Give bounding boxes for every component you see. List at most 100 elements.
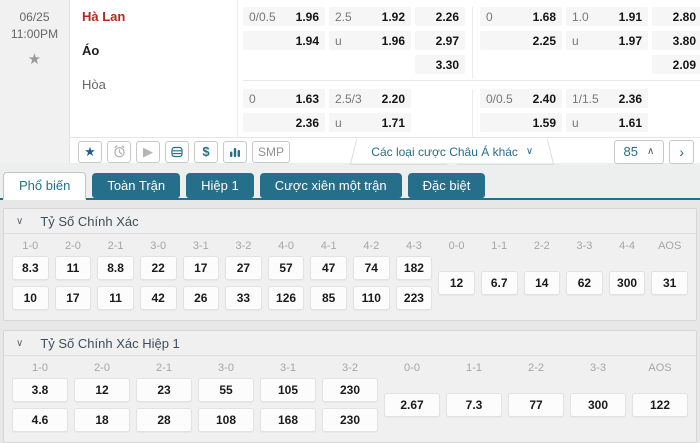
odds-cell-1x2[interactable]: 2.26 <box>415 7 465 26</box>
odds-cell-ou[interactable]: u 1.97 <box>566 31 648 50</box>
odds-box[interactable]: 300 <box>570 393 626 417</box>
odds-box[interactable]: 47 <box>310 256 347 280</box>
alarm-button[interactable] <box>107 140 131 163</box>
play-button[interactable]: ▶ <box>136 140 160 163</box>
score-column: 2-1 23 28 <box>133 358 195 435</box>
odds-box[interactable]: 62 <box>566 271 603 295</box>
odds-cell-ou[interactable]: 1.0 1.91 <box>566 7 648 26</box>
next-button[interactable]: › <box>669 139 694 164</box>
score-label: 4-3 <box>405 240 422 252</box>
odds-cell-1x2[interactable]: 2.97 <box>415 31 465 50</box>
odds-box[interactable]: 17 <box>182 256 220 280</box>
odds-box[interactable]: 77 <box>508 393 564 417</box>
odds-box[interactable]: 168 <box>260 408 316 432</box>
odds-box[interactable]: 18 <box>74 408 130 432</box>
odds-cell-ou[interactable]: 2.5 1.92 <box>329 7 411 26</box>
odds-box[interactable]: 42 <box>139 286 177 310</box>
favorite-star-icon[interactable]: ★ <box>27 50 42 68</box>
odds-box[interactable]: 12 <box>438 271 475 295</box>
odds-box[interactable]: 3.8 <box>12 378 68 402</box>
odds-cell-hdp[interactable]: 0 1.63 <box>243 89 325 108</box>
odds-cell-ou[interactable]: u 1.96 <box>329 31 411 50</box>
odds-box[interactable]: 8.8 <box>97 256 134 280</box>
odds-cell-1x2[interactable]: 2.80 <box>652 7 700 26</box>
coins-stack-icon <box>171 146 183 157</box>
odds-box[interactable]: 2.67 <box>384 393 440 417</box>
odds-box[interactable]: 108 <box>198 408 254 432</box>
odds-box[interactable]: 23 <box>136 378 192 402</box>
tab-cuoc-xien[interactable]: Cược xiên một trận <box>259 173 402 198</box>
odds-box[interactable]: 230 <box>322 408 378 432</box>
home-team-name: Hà Lan <box>82 9 126 24</box>
odds-box[interactable]: 7.3 <box>446 393 502 417</box>
dollar-icon: $ <box>202 144 210 159</box>
odds-box[interactable]: 26 <box>182 286 220 310</box>
odds-box[interactable]: 74 <box>353 256 390 280</box>
odds-cell-1x2[interactable]: 3.80 <box>652 31 700 50</box>
overunder-column: 2.5/3 2.20 u 1.71 <box>329 89 411 137</box>
odds-box[interactable]: 11 <box>54 256 92 280</box>
tab-pho-bien[interactable]: Phổ biến <box>3 172 87 200</box>
odds-cell-hdp[interactable]: 1.94 <box>243 31 325 50</box>
odds-box[interactable]: 57 <box>267 256 305 280</box>
score-label: 3-2 <box>235 240 252 252</box>
tab-dac-biet[interactable]: Đặc biệt <box>407 173 486 198</box>
chevron-down-icon: ∨ <box>16 338 24 349</box>
asian-markets-expander[interactable]: Các loại cược Châu Á khác ∨ <box>345 138 559 165</box>
odds-cell-ou[interactable]: u 1.71 <box>329 113 411 132</box>
odds-box[interactable]: 55 <box>198 378 254 402</box>
odds-cell-hdp[interactable]: 1.59 <box>480 113 562 132</box>
score-label: 4-0 <box>278 240 295 252</box>
odds-cell-hdp[interactable]: 0/0.5 1.96 <box>243 7 325 26</box>
odds-box[interactable]: 11 <box>97 286 134 310</box>
odds-box[interactable]: 10 <box>12 286 49 310</box>
odds-box[interactable]: 6.7 <box>480 271 518 295</box>
smp-button[interactable]: SMP <box>252 140 291 163</box>
odds-box[interactable]: 300 <box>608 271 646 295</box>
odds-cell-ou[interactable]: 1/1.5 2.36 <box>566 89 648 108</box>
odds-block-firsthalf: 0 1.63 2.36 2.5/3 2.20 u 1.71 0/0.5 2.40 1.5… <box>243 89 700 137</box>
odds-cell-hdp[interactable]: 2.36 <box>243 113 325 132</box>
odds-box[interactable]: 22 <box>139 256 177 280</box>
star-button[interactable]: ★ <box>78 140 102 163</box>
odds-cell-ou[interactable]: u 1.61 <box>566 113 648 132</box>
odds-box[interactable]: 223 <box>395 286 433 310</box>
odds-box[interactable]: 4.6 <box>12 408 68 432</box>
odds-box[interactable]: 33 <box>225 286 262 310</box>
odds-box[interactable]: 122 <box>632 393 688 417</box>
odds-box[interactable]: 230 <box>322 378 378 402</box>
section-header[interactable]: ∨ Tỷ Số Chính Xác <box>4 209 696 234</box>
odds-box[interactable]: 126 <box>267 286 305 310</box>
odds-box[interactable]: 14 <box>523 271 561 295</box>
market-count-button[interactable]: 85 ∧ <box>613 139 665 164</box>
stake-button[interactable] <box>165 140 189 163</box>
odds-price: 1.92 <box>381 9 405 24</box>
odds-box[interactable]: 182 <box>395 256 433 280</box>
section-header[interactable]: ∨ Tỷ Số Chính Xác Hiệp 1 <box>4 331 696 356</box>
odds-box[interactable]: 12 <box>74 378 130 402</box>
odds-box[interactable]: 8.3 <box>12 256 49 280</box>
stats-button[interactable] <box>223 140 247 163</box>
odds-cell-1x2[interactable]: 2.09 <box>652 55 700 74</box>
odds-cell-hdp[interactable]: 0/0.5 2.40 <box>480 89 562 108</box>
odds-box[interactable]: 105 <box>260 378 316 402</box>
odds-cell-1x2[interactable]: 3.30 <box>415 55 465 74</box>
odds-cell-hdp[interactable]: 0 1.68 <box>480 7 562 26</box>
odds-box[interactable]: 17 <box>54 286 92 310</box>
dollar-button[interactable]: $ <box>194 140 218 163</box>
score-label: 2-1 <box>156 362 172 374</box>
odds-box[interactable]: 110 <box>353 286 390 310</box>
odds-cell-hdp[interactable]: 2.25 <box>480 31 562 50</box>
odds-box[interactable]: 85 <box>310 286 347 310</box>
odds-cell-ou[interactable]: 2.5/3 2.20 <box>329 89 411 108</box>
tab-hiep-1[interactable]: Hiệp 1 <box>186 173 254 198</box>
odds-box[interactable]: 31 <box>651 271 688 295</box>
match-time: 11:00PM <box>10 27 59 42</box>
tab-toan-tran[interactable]: Toàn Trận <box>92 173 181 198</box>
score-column: 2-0 11 17 <box>52 236 95 313</box>
odds-box[interactable]: 28 <box>136 408 192 432</box>
score-label: AOS <box>658 240 682 252</box>
odds-group-full-left: 0/0.5 1.96 1.94 2.5 1.92 u 1.96 2.26 2.97 3… <box>243 7 465 79</box>
odds-box[interactable]: 27 <box>225 256 262 280</box>
section-title: Tỷ Số Chính Xác Hiệp 1 <box>40 336 180 351</box>
